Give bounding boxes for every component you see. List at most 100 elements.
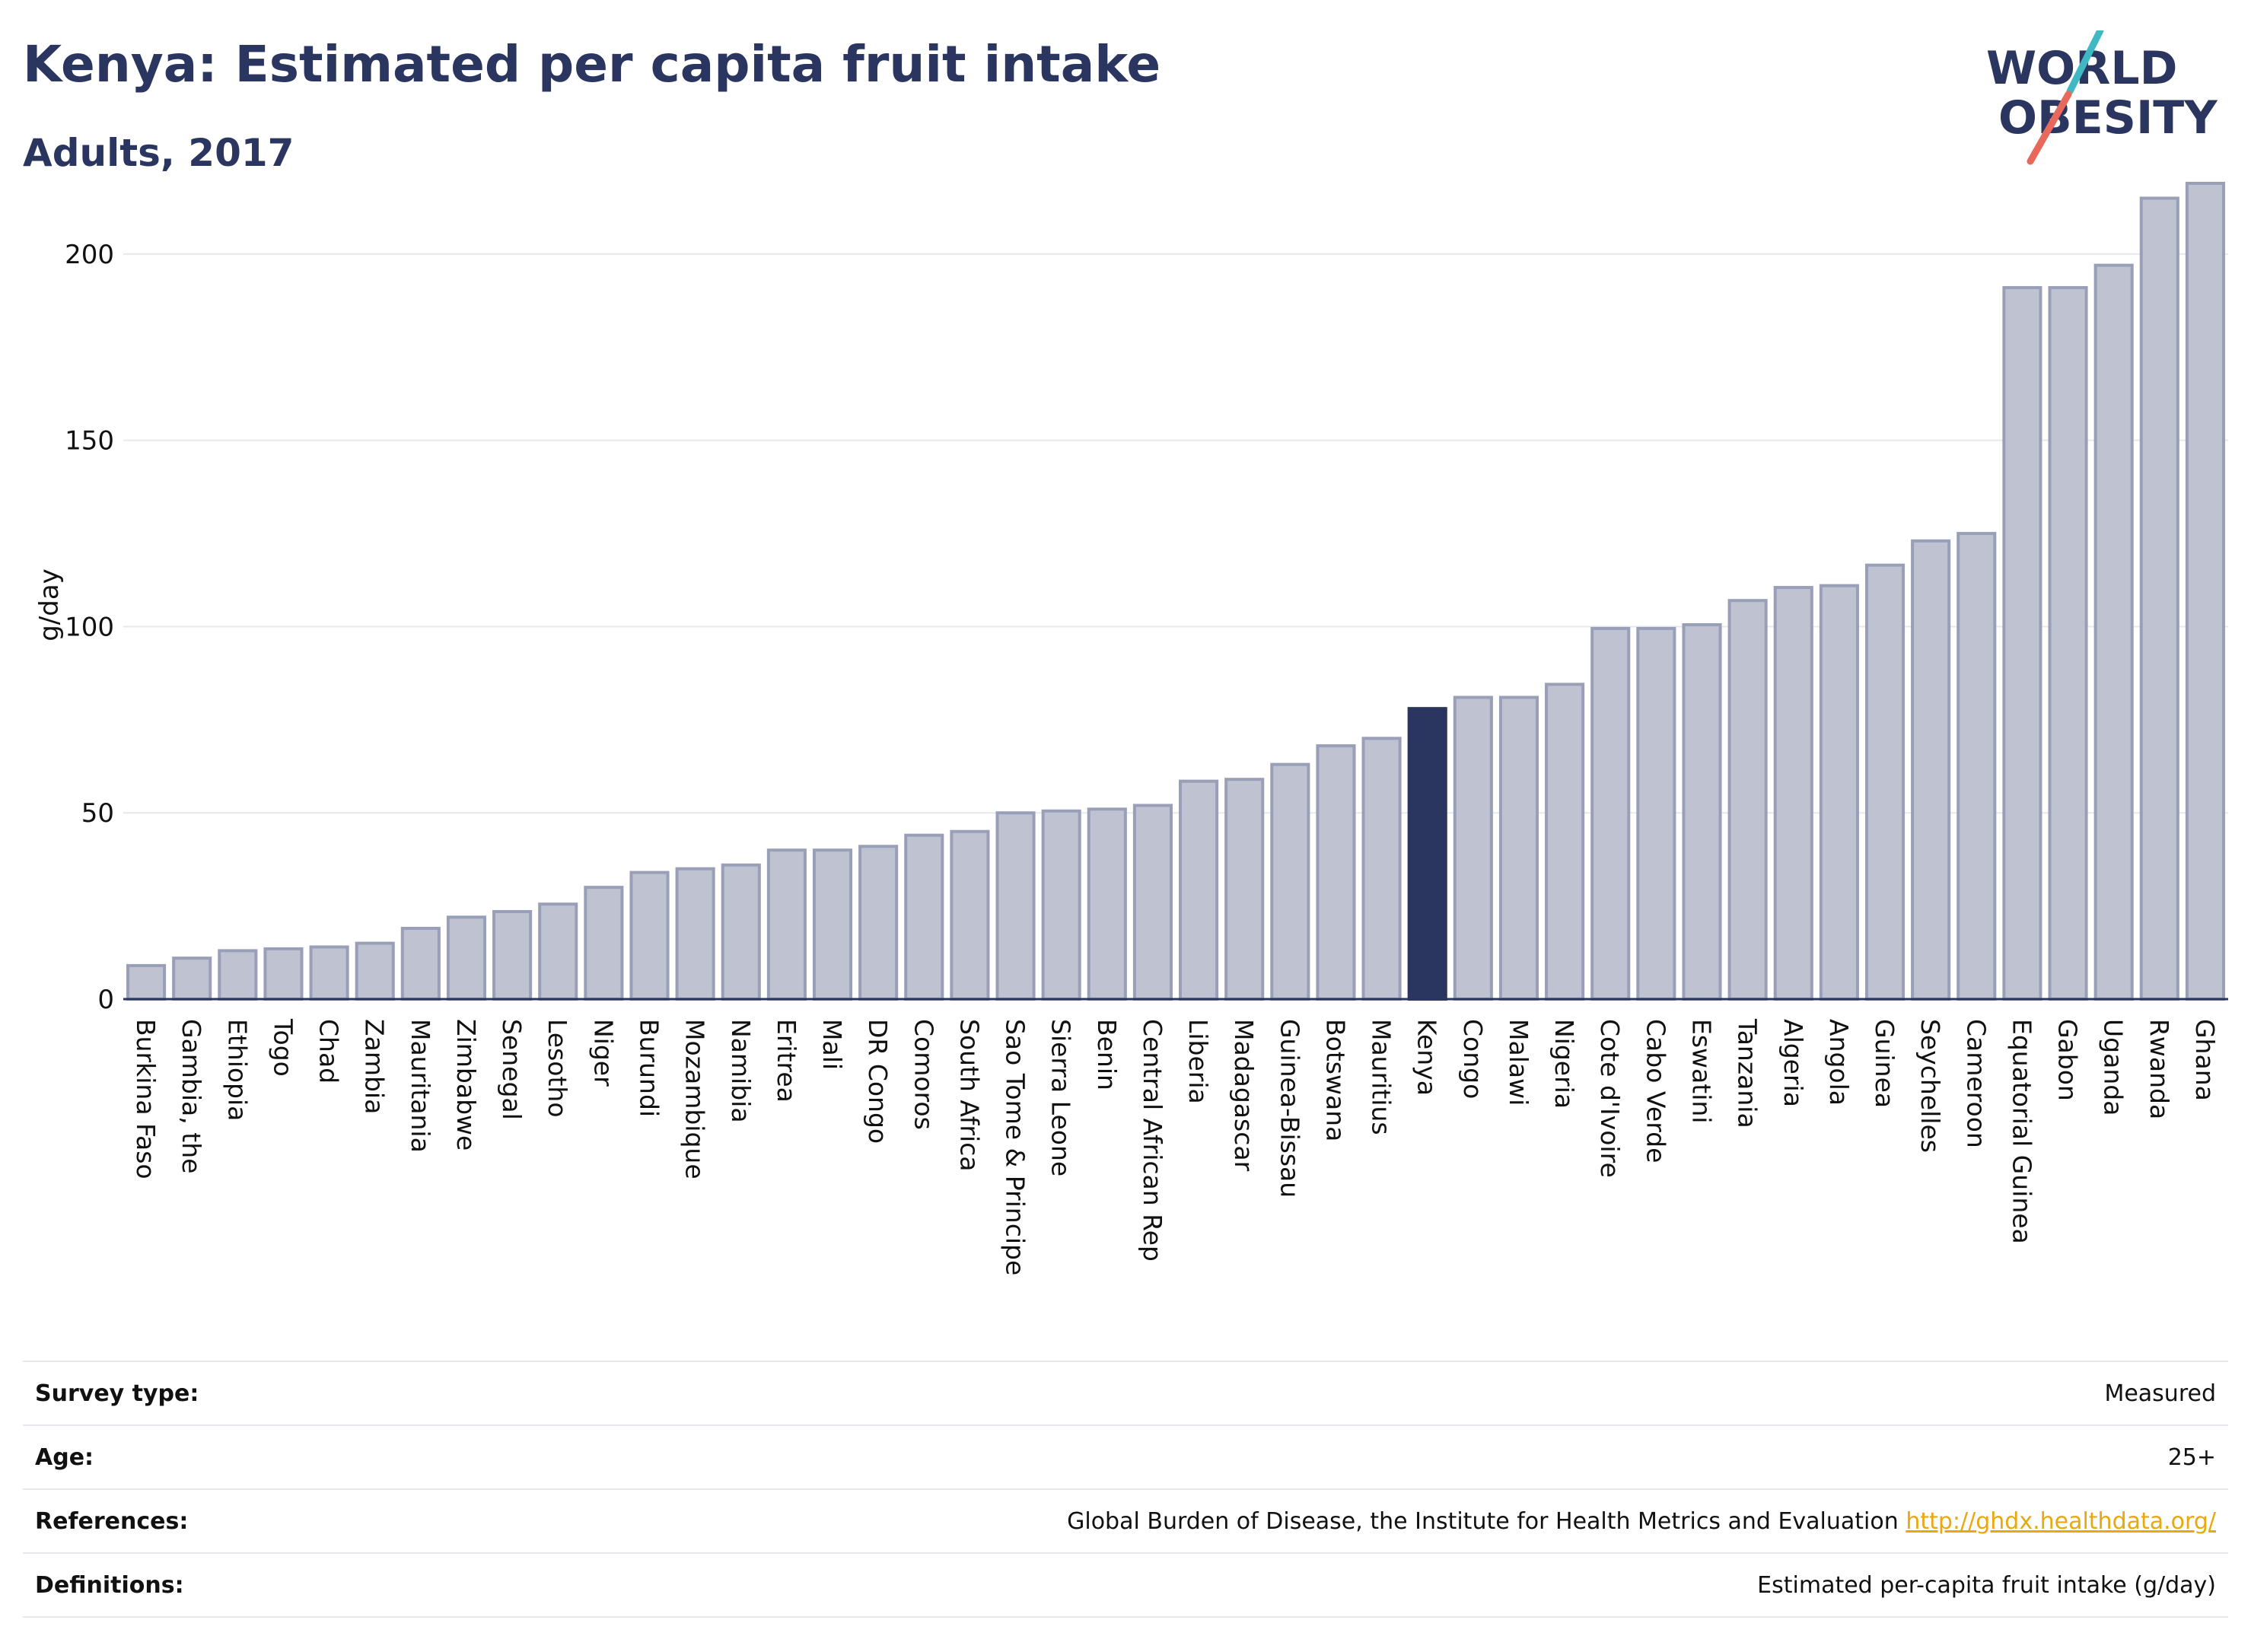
y-axis-label: g/day bbox=[34, 568, 65, 641]
info-label: Age: bbox=[23, 1424, 328, 1489]
x-tick-label: Eswatini bbox=[1687, 1019, 1717, 1123]
y-tick-label: 0 bbox=[97, 985, 114, 1015]
x-tick-label: Burundi bbox=[635, 1019, 664, 1117]
bar[interactable] bbox=[950, 829, 990, 1001]
x-tick-label: Gabon bbox=[2053, 1019, 2083, 1101]
bar[interactable] bbox=[1682, 623, 1722, 1001]
x-tick-label: Rwanda bbox=[2144, 1019, 2174, 1119]
bar[interactable] bbox=[446, 915, 487, 1001]
bar[interactable] bbox=[766, 848, 807, 1001]
logo-slash-coral bbox=[2027, 91, 2072, 165]
x-tick-label: Ethiopia bbox=[222, 1019, 252, 1121]
bar[interactable] bbox=[1864, 563, 1906, 1001]
x-tick-label: Kenya bbox=[1412, 1019, 1442, 1096]
world-obesity-logo: WORLD OBESITY bbox=[1986, 30, 2218, 165]
bar[interactable] bbox=[126, 963, 167, 1001]
bar[interactable] bbox=[1132, 804, 1173, 1001]
info-table: Survey type: Measured Age: 25+ References: Gl… bbox=[23, 1361, 2228, 1618]
bar[interactable] bbox=[812, 848, 853, 1001]
info-value-text: 25+ bbox=[2167, 1444, 2216, 1471]
bar[interactable] bbox=[400, 926, 441, 1001]
bar[interactable] bbox=[1727, 599, 1768, 1001]
x-tick-label: Algeria bbox=[1778, 1019, 1808, 1107]
bar[interactable] bbox=[1773, 586, 1813, 1001]
bar[interactable] bbox=[995, 811, 1036, 1001]
bar[interactable] bbox=[1819, 584, 1859, 1001]
bar[interactable] bbox=[1911, 539, 1951, 1001]
bar[interactable] bbox=[2048, 285, 2088, 1001]
bar-chart: 0 50 100 150 200 Burkina Faso Gambia, the Ethi… bbox=[34, 181, 2228, 1275]
y-tick-label: 100 bbox=[65, 612, 114, 642]
x-tick-label: Nigeria bbox=[1549, 1019, 1579, 1109]
bar[interactable] bbox=[263, 947, 304, 1001]
x-tick-label: Burkina Faso bbox=[131, 1019, 161, 1179]
bar[interactable] bbox=[629, 871, 670, 1001]
bar[interactable] bbox=[904, 833, 944, 1001]
y-axis-ticks: 0 50 100 150 200 bbox=[65, 240, 114, 1015]
bar[interactable] bbox=[858, 845, 899, 1001]
bar-kenya-highlight[interactable] bbox=[1407, 707, 1447, 1001]
x-tick-label: Sao Tome & Principe bbox=[1001, 1019, 1030, 1275]
x-tick-label: Comoros bbox=[909, 1019, 938, 1130]
bar[interactable] bbox=[721, 863, 761, 1001]
bars bbox=[126, 181, 2225, 1001]
x-tick-label: Benin bbox=[1092, 1019, 1122, 1090]
bar[interactable] bbox=[1179, 779, 1219, 1001]
x-tick-label: Togo bbox=[268, 1018, 298, 1077]
x-tick-label: Cote d'Ivoire bbox=[1595, 1019, 1625, 1178]
bar[interactable] bbox=[355, 941, 395, 1001]
bar[interactable] bbox=[1224, 778, 1265, 1001]
info-value-text: Global Burden of Disease, the Institute … bbox=[1067, 1507, 1899, 1535]
info-value: Estimated per-capita fruit intake (g/day… bbox=[327, 1552, 2228, 1618]
bar[interactable] bbox=[2093, 263, 2134, 1001]
bar[interactable] bbox=[492, 909, 533, 1001]
x-tick-label: Angola bbox=[1824, 1019, 1854, 1106]
x-tick-label: Senegal bbox=[497, 1019, 527, 1120]
x-tick-label: Chad bbox=[314, 1019, 344, 1084]
bar[interactable] bbox=[1041, 809, 1081, 1001]
bar[interactable] bbox=[1498, 695, 1539, 1001]
x-tick-label: Eritrea bbox=[772, 1019, 801, 1103]
x-tick-label: Uganda bbox=[2099, 1019, 2128, 1116]
bar[interactable] bbox=[172, 957, 212, 1001]
x-tick-label: Congo bbox=[1458, 1019, 1488, 1099]
bar[interactable] bbox=[1453, 695, 1493, 1001]
info-label: References: bbox=[23, 1488, 328, 1553]
bar[interactable] bbox=[1087, 807, 1127, 1001]
y-tick-label: 50 bbox=[81, 798, 114, 829]
bar[interactable] bbox=[584, 886, 624, 1001]
bar[interactable] bbox=[309, 945, 349, 1001]
info-value: Measured bbox=[327, 1361, 2228, 1425]
bar[interactable] bbox=[1545, 683, 1585, 1001]
x-tick-label: Madagascar bbox=[1229, 1019, 1259, 1172]
x-tick-label: Central African Rep bbox=[1138, 1019, 1167, 1262]
x-tick-label: Sierra Leone bbox=[1046, 1019, 1076, 1176]
bar[interactable] bbox=[1636, 626, 1676, 1001]
bar[interactable] bbox=[1590, 626, 1631, 1001]
bar[interactable] bbox=[1270, 762, 1310, 1001]
bar[interactable] bbox=[1316, 744, 1356, 1001]
bar[interactable] bbox=[218, 949, 258, 1001]
reference-link[interactable]: http://ghdx.healthdata.org/ bbox=[1906, 1507, 2216, 1535]
bar[interactable] bbox=[2185, 181, 2225, 1001]
bar[interactable] bbox=[675, 867, 715, 1001]
x-tick-label: Guinea bbox=[1870, 1019, 1899, 1108]
bar[interactable] bbox=[1361, 737, 1402, 1001]
bar[interactable] bbox=[538, 902, 578, 1001]
x-tick-label: Equatorial Guinea bbox=[2007, 1019, 2036, 1244]
x-tick-label: Guinea-Bissau bbox=[1275, 1019, 1304, 1198]
y-tick-label: 150 bbox=[65, 426, 114, 457]
chart-subtitle: Adults, 2017 bbox=[23, 131, 295, 175]
info-label: Definitions: bbox=[23, 1552, 328, 1618]
info-value: 25+ bbox=[327, 1424, 2228, 1489]
bar[interactable] bbox=[2139, 196, 2179, 1001]
info-value-text: Estimated per-capita fruit intake (g/day… bbox=[1757, 1571, 2216, 1599]
x-tick-label: Lesotho bbox=[543, 1019, 572, 1118]
x-tick-label: Cameroon bbox=[1961, 1019, 1991, 1148]
x-tick-label: Tanzania bbox=[1733, 1018, 1762, 1128]
bar[interactable] bbox=[2002, 285, 2042, 1001]
info-row: References: Global Burden of Disease, the… bbox=[23, 1488, 2228, 1553]
x-tick-label: Zimbabwe bbox=[451, 1019, 481, 1151]
x-tick-label: Malawi bbox=[1504, 1019, 1533, 1106]
bar[interactable] bbox=[1956, 532, 1997, 1001]
